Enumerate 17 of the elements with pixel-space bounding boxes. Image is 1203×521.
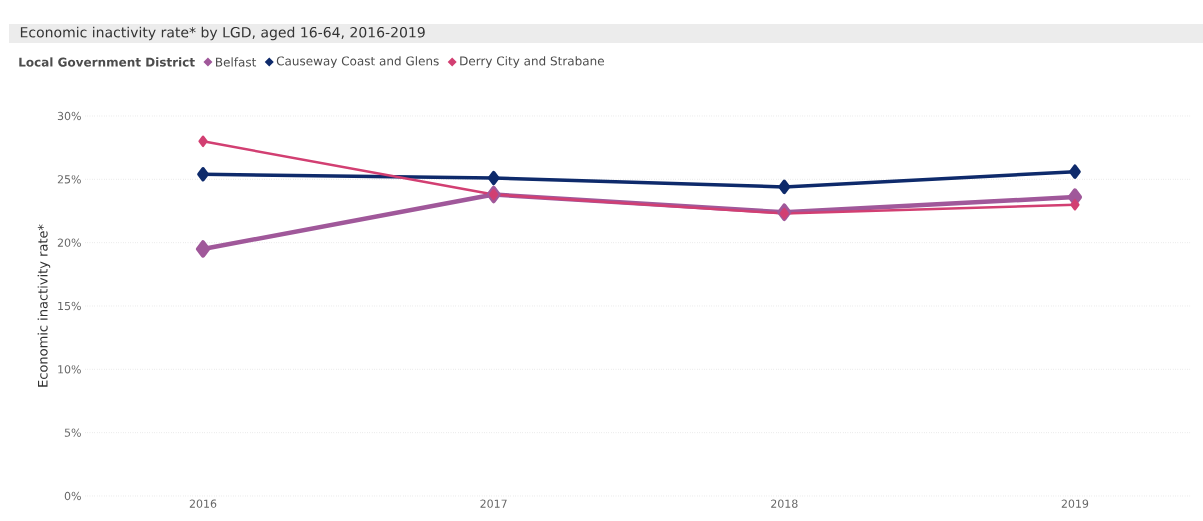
y-tick-label: 15% bbox=[58, 301, 81, 311]
x-tick-label: 2016 bbox=[189, 499, 217, 508]
legend-label: Derry City and Strabane bbox=[460, 56, 604, 68]
y-tick-label: 20% bbox=[57, 238, 81, 247]
y-tick-label: 30% bbox=[57, 111, 81, 121]
y-tick-label: 25% bbox=[57, 175, 81, 184]
legend-label: Causeway Coast and Glens bbox=[276, 56, 439, 68]
y-tick-label: 10% bbox=[58, 365, 81, 374]
chart-title: Economic inactivity rate* by LGD, aged 16-64, 2016-2019 bbox=[20, 26, 425, 41]
legend-label: Belfast bbox=[216, 57, 257, 67]
x-tick-label: 2018 bbox=[771, 499, 798, 508]
x-tick-label: 2019 bbox=[1061, 499, 1089, 508]
y-tick-label: 0% bbox=[64, 491, 81, 501]
y-tick-label: 5% bbox=[64, 428, 81, 437]
y-axis-title: Economic inactivity rate* bbox=[37, 224, 51, 387]
legend-title: Local Government District bbox=[19, 57, 195, 67]
x-tick-label: 2017 bbox=[480, 499, 507, 508]
